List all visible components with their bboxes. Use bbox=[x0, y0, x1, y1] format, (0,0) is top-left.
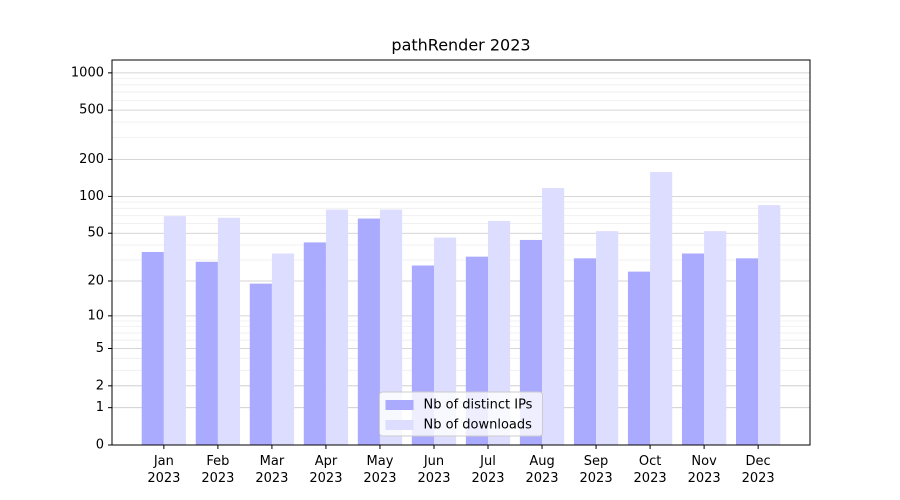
chart-title: pathRender 2023 bbox=[391, 36, 530, 55]
bar bbox=[249, 283, 272, 445]
x-tick-label: Sep 2023 bbox=[580, 454, 613, 486]
bar bbox=[488, 220, 511, 445]
y-tick-label: 50 bbox=[87, 226, 104, 241]
x-tick-label: Aug 2023 bbox=[525, 454, 558, 486]
bar bbox=[303, 242, 326, 445]
x-tick-label: May 2023 bbox=[363, 454, 396, 486]
y-tick-label: 100 bbox=[79, 189, 104, 204]
legend-swatch bbox=[385, 420, 414, 430]
legend-swatch bbox=[385, 400, 414, 410]
y-tick-label: 1 bbox=[96, 400, 104, 415]
bar bbox=[596, 231, 619, 445]
bar bbox=[379, 209, 403, 445]
y-tick-label: 10 bbox=[87, 308, 104, 323]
bar bbox=[195, 261, 218, 445]
bar bbox=[163, 216, 187, 445]
y-tick-label: 20 bbox=[87, 274, 104, 289]
y-tick-label: 200 bbox=[79, 152, 104, 167]
y-tick-label: 1000 bbox=[71, 65, 104, 80]
x-tick-label: Nov 2023 bbox=[688, 454, 721, 486]
bar bbox=[573, 258, 597, 445]
y-tick-label: 5 bbox=[96, 341, 104, 356]
x-tick-label: Feb 2023 bbox=[201, 454, 234, 486]
bar bbox=[141, 251, 164, 445]
bar bbox=[735, 258, 759, 445]
x-tick-label: Jun 2023 bbox=[417, 454, 450, 486]
bar bbox=[325, 209, 349, 445]
bar bbox=[650, 171, 673, 445]
x-tick-label: Dec 2023 bbox=[742, 454, 775, 486]
bar bbox=[217, 217, 241, 445]
y-tick-label: 500 bbox=[79, 103, 104, 118]
bar bbox=[357, 218, 380, 445]
bar bbox=[704, 231, 727, 445]
bar bbox=[542, 188, 565, 445]
x-tick-label: Apr 2023 bbox=[309, 454, 342, 486]
x-tick-label: Jul 2023 bbox=[471, 454, 504, 486]
bar bbox=[627, 271, 651, 445]
bar bbox=[681, 253, 705, 445]
bar bbox=[758, 205, 781, 445]
plot-frame bbox=[111, 59, 811, 446]
legend-label: Nb of downloads bbox=[424, 418, 533, 433]
y-tick-label: 2 bbox=[96, 378, 104, 393]
bar bbox=[271, 253, 295, 445]
x-tick-label: Oct 2023 bbox=[634, 454, 667, 486]
y-tick-label: 0 bbox=[96, 438, 104, 453]
legend-box bbox=[379, 391, 543, 437]
x-tick-label: Mar 2023 bbox=[255, 454, 288, 486]
x-tick-label: Jan 2023 bbox=[147, 454, 180, 486]
legend-label: Nb of distinct IPs bbox=[424, 398, 533, 413]
